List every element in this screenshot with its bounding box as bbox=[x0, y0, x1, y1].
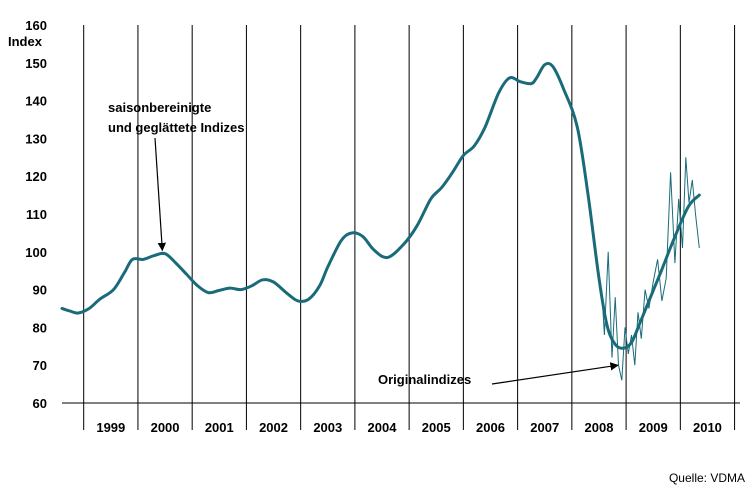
x-tick-label: 2002 bbox=[259, 420, 288, 435]
annotation-smoothed-line2: und geglättete Indizes bbox=[108, 120, 245, 135]
year-gridlines bbox=[83, 25, 736, 430]
x-tick-label: 2008 bbox=[585, 420, 614, 435]
annotation-smoothed-arrow bbox=[154, 137, 167, 252]
x-tick-label: 2005 bbox=[422, 420, 451, 435]
x-axis-year-labels: 1999 2000 2001 2002 2003 2004 2005 2006 2007 2008… bbox=[96, 420, 722, 435]
x-tick-label: 1999 bbox=[96, 420, 125, 435]
x-tick-label: 2004 bbox=[368, 420, 398, 435]
source-label: Quelle: VDMA bbox=[669, 471, 745, 485]
x-tick-label: 2000 bbox=[151, 420, 180, 435]
x-tick-label: 2003 bbox=[313, 420, 342, 435]
y-tick-label: 80 bbox=[33, 320, 47, 335]
y-axis-ticks: 60 70 80 90 100 110 120 130 140 150 160 bbox=[25, 18, 47, 411]
annotation-smoothed-line1: saisonbereinigte bbox=[108, 100, 211, 115]
y-tick-label: 100 bbox=[25, 245, 47, 260]
y-tick-label: 140 bbox=[25, 94, 47, 109]
y-tick-label: 70 bbox=[33, 358, 47, 373]
y-axis-label: Index bbox=[8, 34, 43, 49]
x-tick-label: 2006 bbox=[476, 420, 505, 435]
y-tick-label: 60 bbox=[33, 396, 47, 411]
y-tick-label: 150 bbox=[25, 56, 47, 71]
annotation-original-arrow bbox=[491, 362, 619, 385]
series-group bbox=[60, 61, 701, 381]
x-tick-label: 2009 bbox=[639, 420, 668, 435]
y-tick-label: 160 bbox=[25, 18, 47, 33]
series-original-indices-line bbox=[601, 157, 700, 381]
y-tick-label: 130 bbox=[25, 131, 47, 146]
y-tick-label: 110 bbox=[26, 207, 47, 222]
y-tick-label: 90 bbox=[33, 283, 47, 298]
plot-area bbox=[62, 25, 740, 403]
y-tick-label: 120 bbox=[25, 169, 47, 184]
annotations: saisonbereinigte und geglättete Indizes … bbox=[108, 100, 619, 387]
x-tick-label: 2010 bbox=[693, 420, 722, 435]
x-tick-label: 2001 bbox=[205, 420, 234, 435]
x-tick-label: 2007 bbox=[530, 420, 559, 435]
series-smoothed-indices-line bbox=[60, 61, 701, 350]
annotation-original-label: Originalindizes bbox=[378, 372, 471, 387]
